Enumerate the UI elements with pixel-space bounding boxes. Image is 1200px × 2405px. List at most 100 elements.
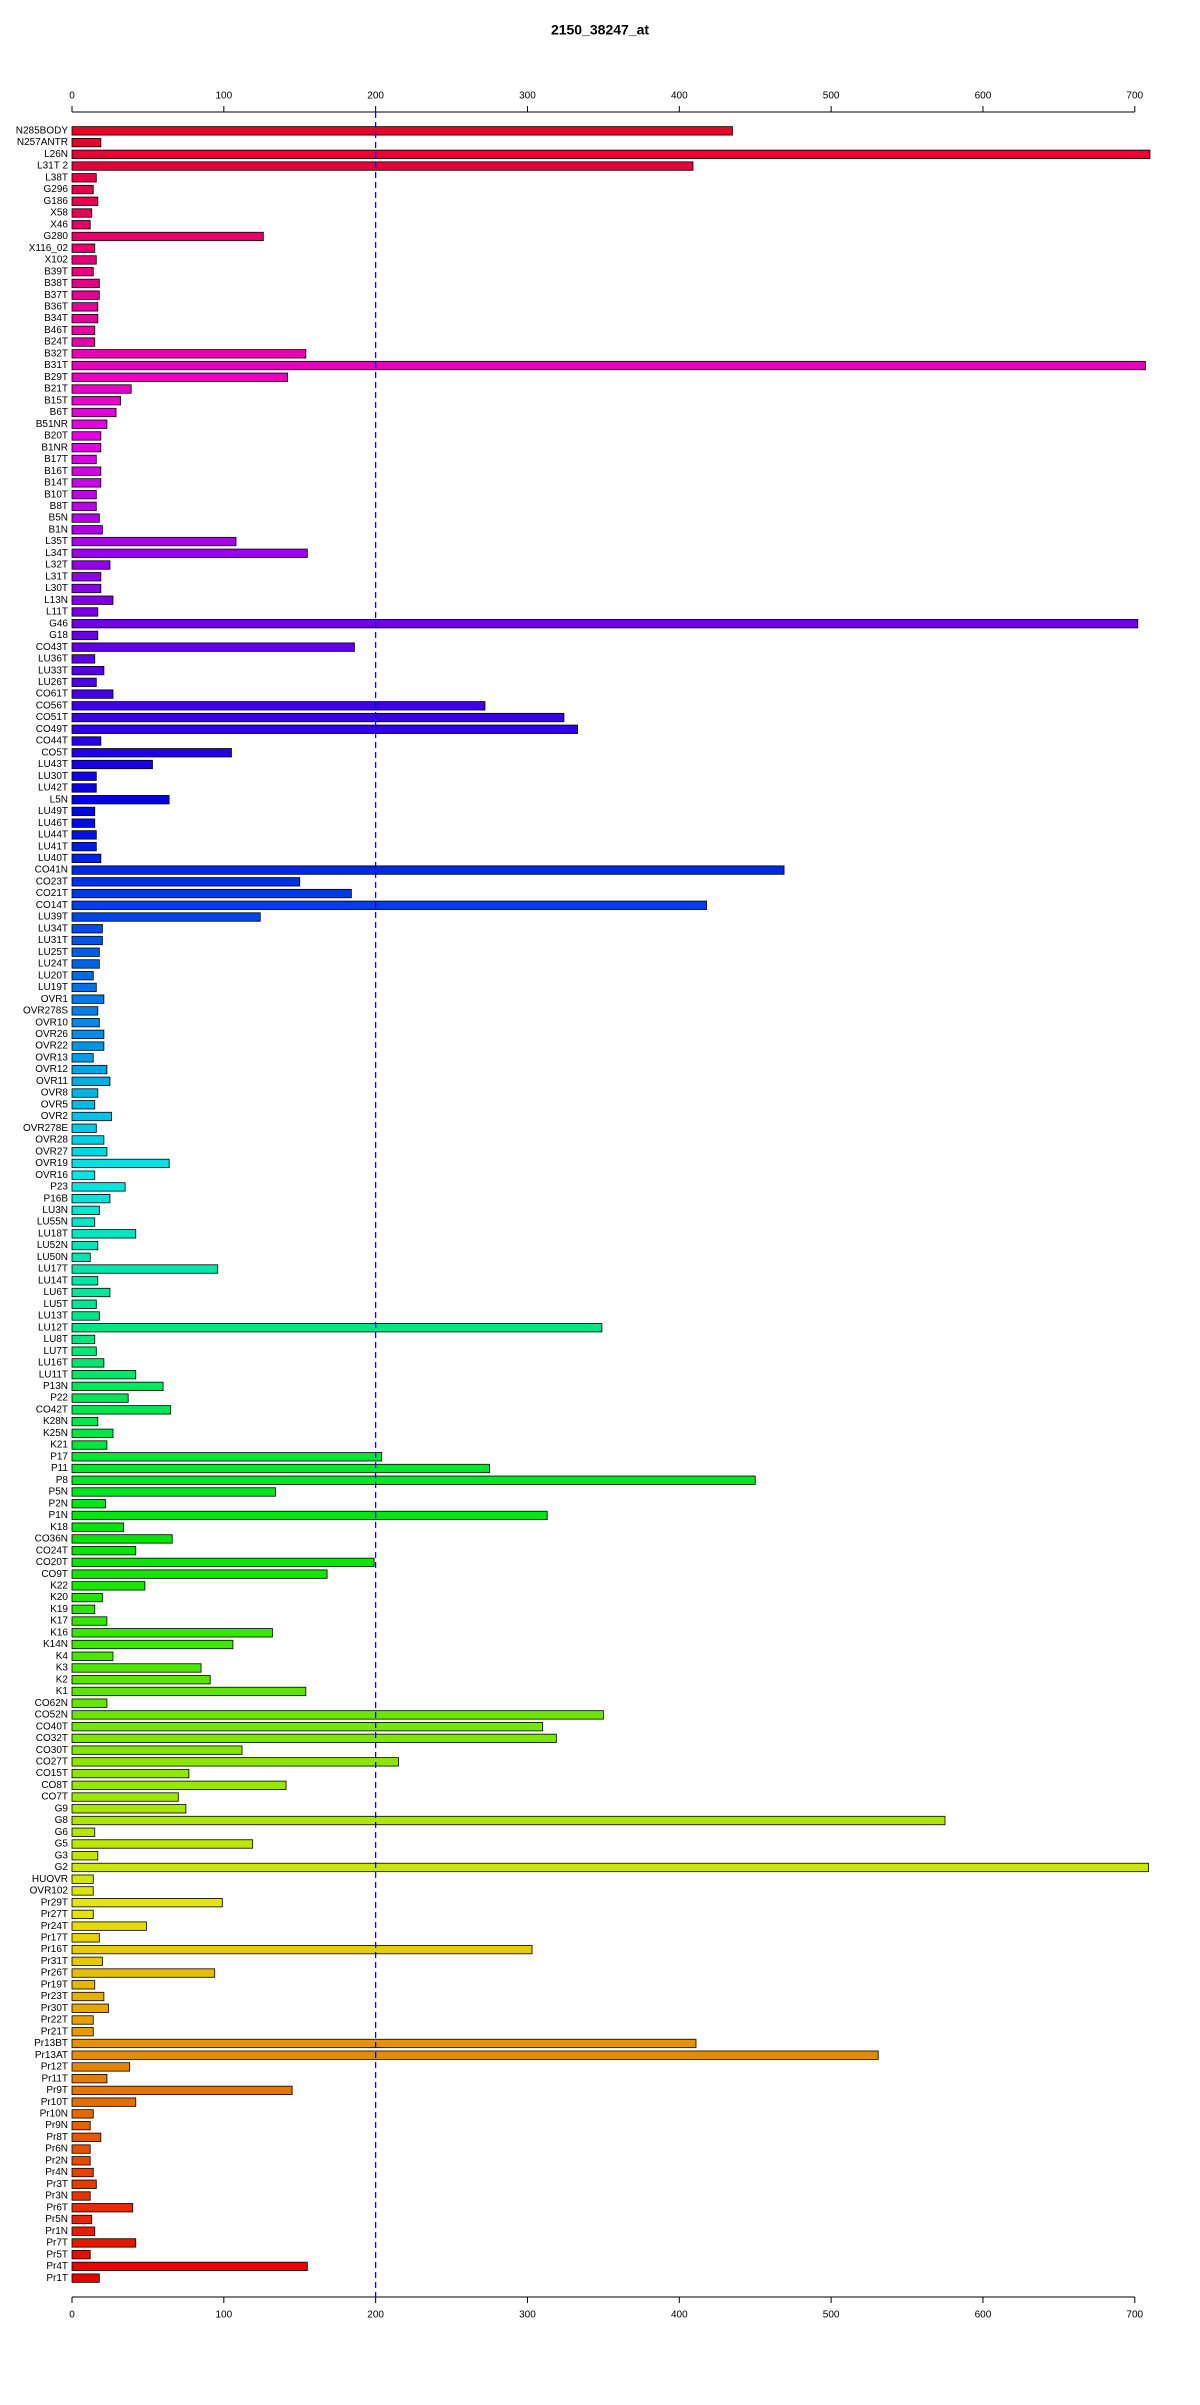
bar [71,396,121,406]
category-label: L26N [44,149,68,160]
bar [71,1569,328,1579]
bar [71,1944,533,1955]
bar [71,290,100,300]
bar [71,1170,96,1180]
bar [71,1041,105,1051]
category-label: P5N [49,1487,68,1498]
chart-title: 2150_38247_at [551,22,649,38]
category-label: Pr27T [41,1909,68,1920]
category-label: G5 [55,1839,69,1850]
category-label: LU42T [38,783,68,794]
bar [71,1346,97,1356]
category-label: LU36T [38,654,68,665]
category-label: Pr2N [45,2155,68,2166]
category-label: LU44T [38,830,68,841]
bar [71,912,261,922]
category-label: LU8T [44,1334,68,1345]
bar [71,2097,137,2107]
bar [71,349,307,359]
bar [71,607,99,617]
bar [71,208,93,218]
bottom-tick-label: 600 [975,2310,992,2321]
bar [71,1252,91,1262]
category-label: OVR16 [35,1170,68,1181]
category-label: CO21T [36,888,68,899]
category-label: Pr13AT [35,2050,68,2061]
category-label: CO15T [36,1768,68,1779]
category-label: Pr22T [41,2015,68,2026]
bar [71,994,105,1004]
category-label: Pr3N [45,2191,68,2202]
bar [71,1581,146,1591]
bar [71,1592,103,1603]
category-label: B39T [44,266,68,277]
bar [71,1874,94,1884]
category-label: K1 [56,1686,69,1697]
category-label: B10T [44,489,68,500]
bar [71,2261,308,2272]
bar [71,900,708,910]
bar [71,548,308,558]
category-label: Pr10T [41,2097,68,2108]
bar [71,1898,223,1908]
bar [71,2085,293,2096]
category-label: CO5T [41,747,68,758]
bottom-tick-label: 300 [519,2310,536,2321]
category-label: LU34T [38,923,68,934]
bar [71,1921,147,1931]
bar [71,572,102,582]
category-label: B32T [44,348,68,359]
bar [71,1029,105,1039]
category-label: L13N [44,595,68,606]
bar [71,443,102,453]
category-label: B6T [50,407,68,418]
bar [71,2250,91,2260]
bar [71,736,102,746]
top-tick-label: 500 [823,91,840,102]
bar [71,1956,103,1966]
bar [71,1616,108,1626]
bar [71,2167,94,2178]
category-label: Pr30T [41,2003,68,2014]
bar [71,2109,94,2119]
category-label: L31T 2 [37,161,68,172]
category-label: L34T [45,548,68,559]
category-label: L35T [45,536,68,547]
category-label: B8T [50,501,68,512]
category-label: G3 [55,1850,69,1861]
category-label: N257ANTR [17,137,68,148]
category-label: G46 [49,618,68,629]
category-label: Pr23T [41,1991,68,2002]
bottom-tick-label: 100 [215,2310,232,2321]
category-label: LU5T [44,1299,68,1310]
category-label: HUOVR [32,1874,68,1885]
bar [71,2132,102,2142]
bar [71,841,97,852]
category-label: LU3N [42,1205,68,1216]
category-label: CO61T [36,689,68,700]
category-label: B31T [44,360,68,371]
bar [71,137,102,148]
category-label: LU17T [38,1264,68,1275]
bar [71,1839,254,1849]
bar [71,466,102,476]
bar [71,935,103,946]
bar [71,1135,105,1145]
category-label: P13N [43,1381,68,1392]
bar [71,1792,179,1802]
category-label: K20 [50,1592,68,1603]
bar [71,1240,99,1251]
bar [71,513,100,523]
bar [71,1229,137,1239]
bar [71,184,94,195]
category-label: L11T [46,607,68,618]
bar [71,947,100,957]
top-tick-label: 600 [975,91,992,102]
category-label: B37T [44,290,68,301]
bar [71,2226,96,2236]
bar [71,1686,307,1697]
category-label: G2 [55,1862,69,1873]
category-label: Pr1N [45,2226,68,2237]
category-label: LU14T [38,1275,68,1286]
